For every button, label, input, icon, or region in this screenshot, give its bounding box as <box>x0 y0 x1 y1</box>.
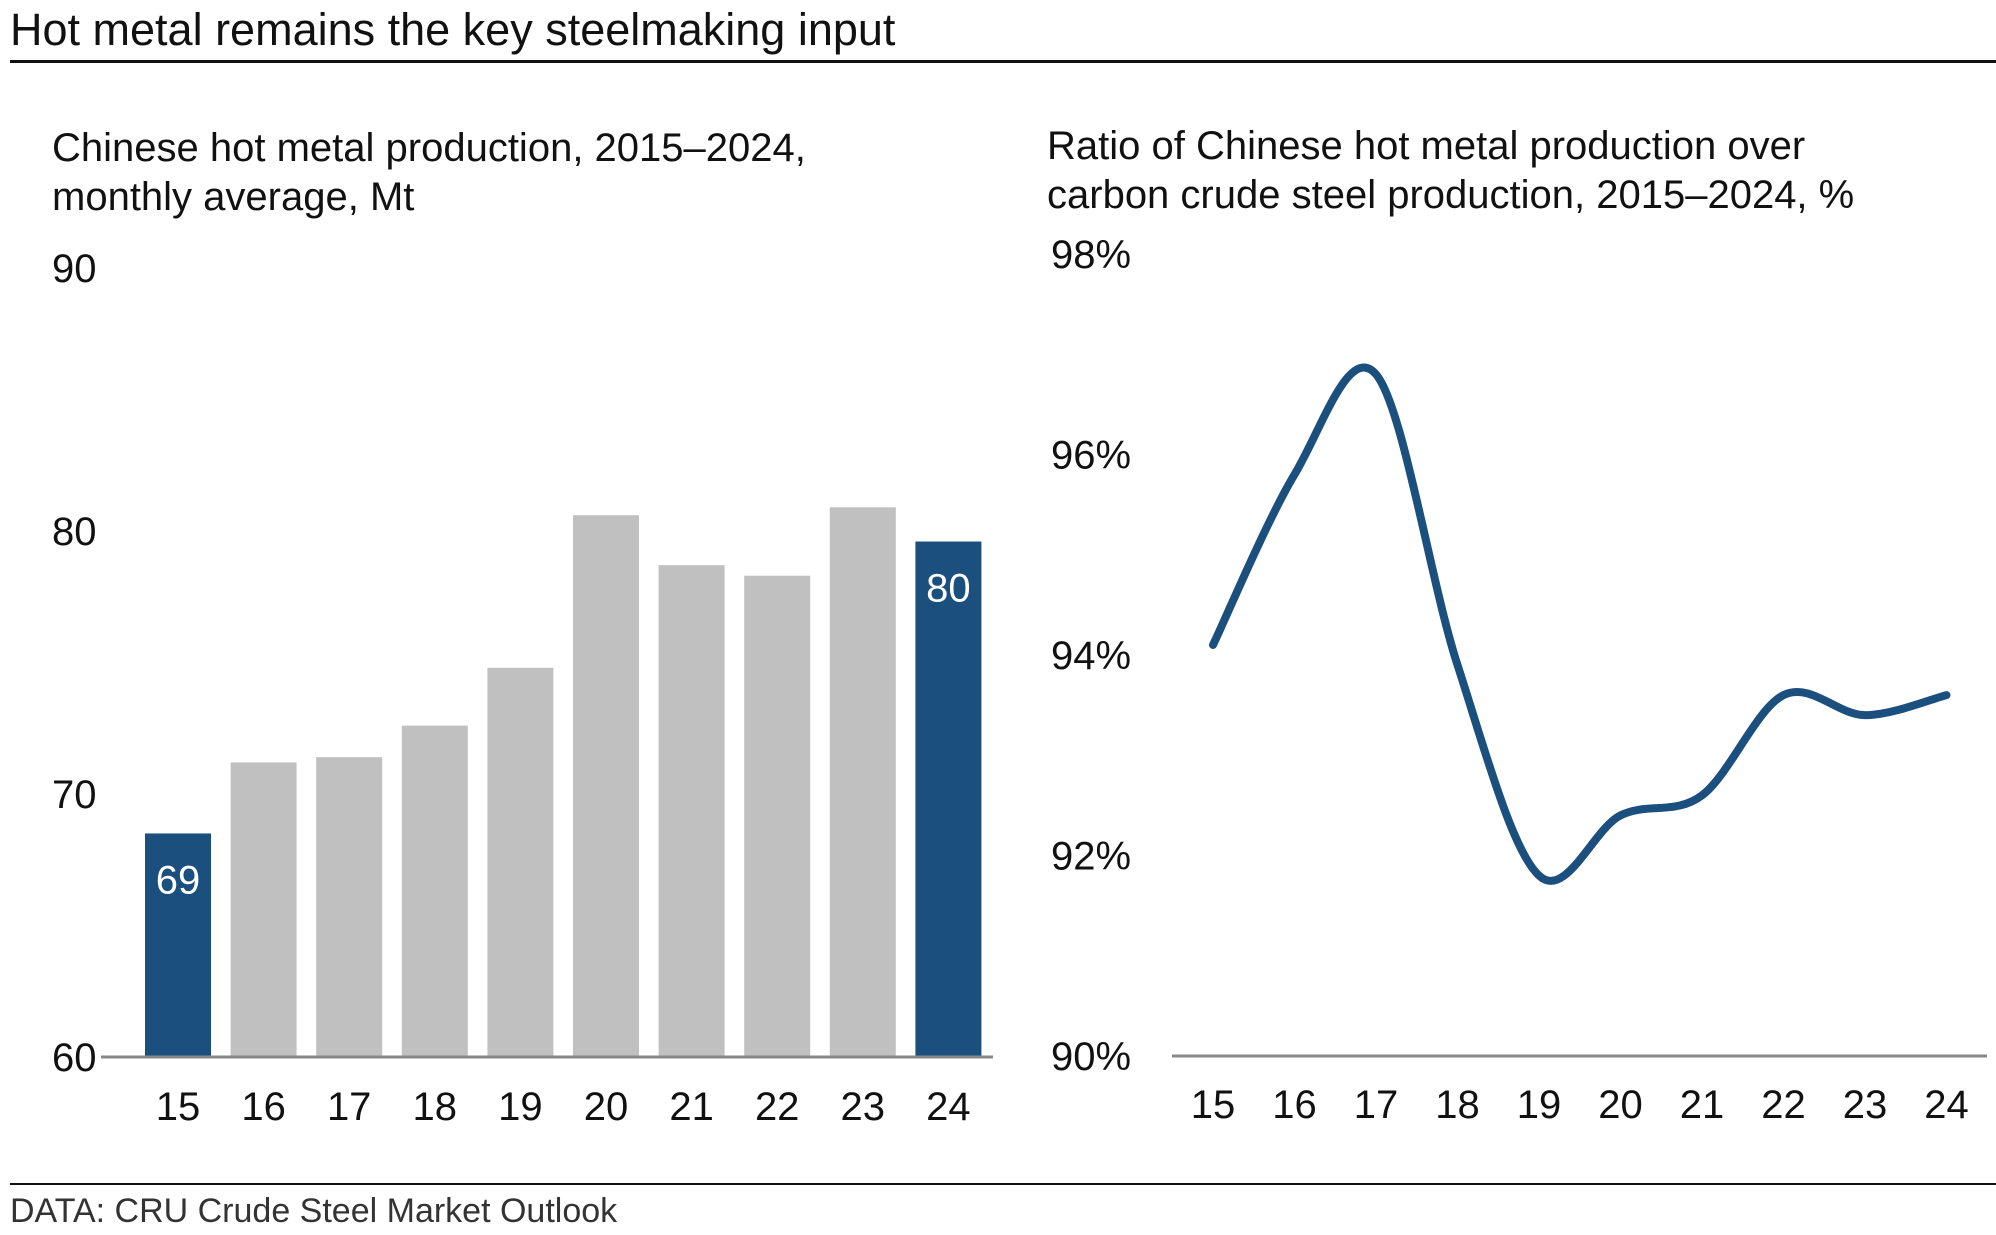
y-tick-label: 96% <box>1051 434 1131 478</box>
ratio-data-point <box>1212 644 1214 646</box>
x-tick-label: 21 <box>669 1085 714 1129</box>
x-tick-label: 20 <box>1598 1083 1643 1127</box>
line-chart-title: Ratio of Chinese hot metal production ov… <box>1047 122 1987 220</box>
bar <box>145 833 211 1057</box>
bar-data-label: 80 <box>926 567 971 611</box>
x-tick-label: 19 <box>498 1085 543 1129</box>
hot-metal-ratio-line-chart: 90% 92% 94% 96% 98% 15 16 17 18 19 20 21 22 23 24 <box>1051 233 1987 1127</box>
bar-data-label: 69 <box>156 858 201 902</box>
y-tick-label: 92% <box>1051 835 1131 879</box>
ratio-data-point <box>1294 474 1295 476</box>
ratio-data-point <box>1375 373 1377 375</box>
bar <box>573 515 639 1057</box>
x-tick-label: 24 <box>1924 1083 1969 1127</box>
x-tick-label: 15 <box>1191 1083 1236 1127</box>
y-tick-label: 60 <box>52 1036 97 1080</box>
bar <box>316 757 383 1057</box>
y-tick-label: 90 <box>52 247 97 291</box>
x-tick-label: 18 <box>413 1085 458 1129</box>
page-title: Hot metal remains the key steelmaking in… <box>10 4 896 55</box>
y-tick-label: 94% <box>1051 634 1131 678</box>
x-tick-label: 17 <box>327 1085 372 1129</box>
x-tick-label: 23 <box>1843 1083 1888 1127</box>
x-tick-label: 22 <box>1761 1083 1806 1127</box>
bar-chart-title-line-1: Chinese hot metal production, 2015–2024, <box>52 126 806 170</box>
ratio-data-point <box>1864 714 1866 716</box>
bar <box>915 541 982 1057</box>
ratio-data-point <box>1620 814 1621 816</box>
x-tick-label: 23 <box>841 1085 886 1129</box>
x-tick-label: 17 <box>1354 1083 1399 1127</box>
bar <box>487 667 554 1057</box>
footer-divider <box>10 1183 1996 1185</box>
ratio-data-point <box>1457 664 1458 666</box>
line-chart-title-line-1: Ratio of Chinese hot metal production ov… <box>1047 124 1806 168</box>
x-tick-label: 20 <box>584 1085 629 1129</box>
hot-metal-bar-chart: 60 70 80 90 69 15 16 17 18 19 20 21 22 23 80 24 <box>52 247 993 1129</box>
source-note: DATA: CRU Crude Steel Market Outlook <box>10 1192 618 1230</box>
x-tick-label: 22 <box>755 1085 800 1129</box>
bar <box>401 725 468 1057</box>
bar <box>658 565 725 1057</box>
bar <box>230 762 297 1057</box>
x-tick-label: 16 <box>241 1085 286 1129</box>
x-tick-label: 15 <box>156 1085 201 1129</box>
x-tick-label: 24 <box>926 1085 971 1129</box>
ratio-data-point <box>1538 875 1540 877</box>
x-tick-label: 18 <box>1435 1083 1480 1127</box>
ratio-data-point <box>1701 794 1703 796</box>
x-tick-label: 19 <box>1517 1083 1562 1127</box>
ratio-series-line <box>1209 363 1951 885</box>
bar-chart-title: Chinese hot metal production, 2015–2024,… <box>52 124 952 222</box>
x-tick-label: 16 <box>1272 1083 1317 1127</box>
ratio-data-point <box>1946 694 1947 696</box>
y-tick-label: 90% <box>1051 1035 1131 1079</box>
line-chart-title-line-2: carbon crude steel production, 2015–2024… <box>1047 173 1855 217</box>
y-tick-label: 70 <box>52 773 97 817</box>
y-tick-label: 80 <box>52 510 97 554</box>
ratio-data-point <box>1783 694 1784 696</box>
bar <box>829 507 896 1058</box>
bar <box>744 575 811 1057</box>
bar-chart-title-line-2: monthly average, Mt <box>52 175 415 219</box>
x-tick-label: 21 <box>1680 1083 1725 1127</box>
y-tick-label: 98% <box>1051 233 1131 277</box>
title-divider <box>10 60 1996 63</box>
